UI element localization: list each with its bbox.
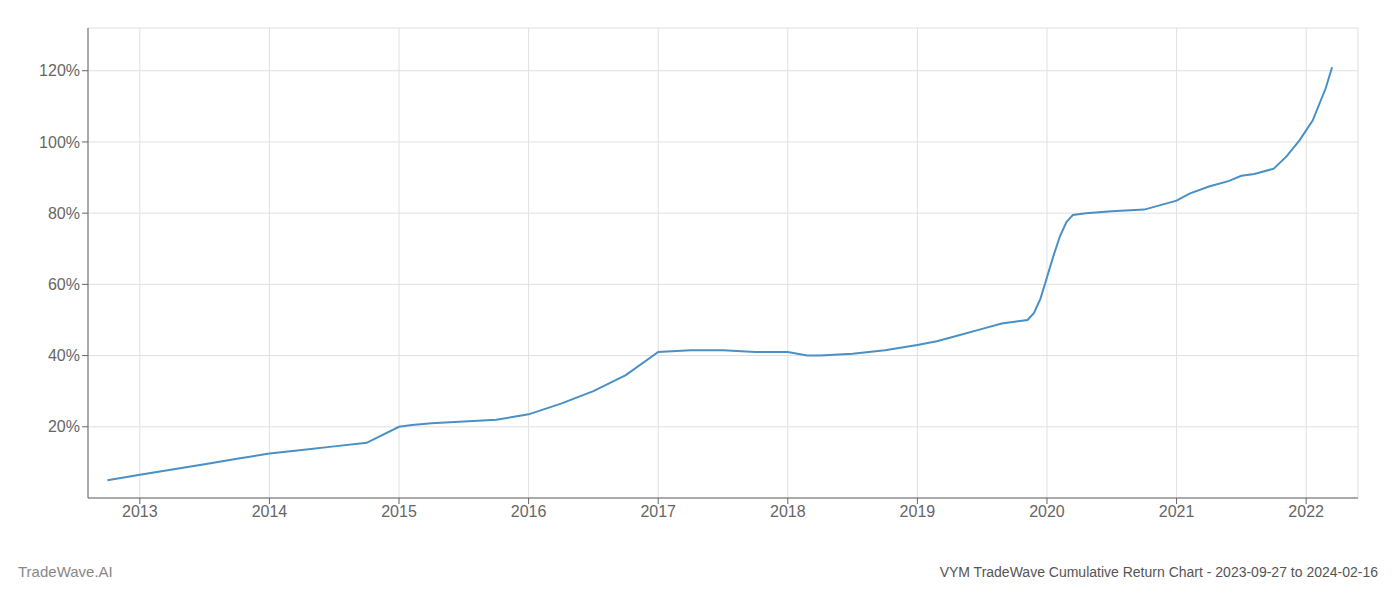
svg-text:40%: 40% [48, 347, 80, 364]
svg-text:2018: 2018 [770, 503, 806, 520]
svg-text:2017: 2017 [640, 503, 676, 520]
svg-text:120%: 120% [39, 62, 80, 79]
html-text:TradeWave.AI: TradeWave.AI [18, 563, 113, 580]
svg-text:100%: 100% [39, 134, 80, 151]
svg-text:60%: 60% [48, 276, 80, 293]
svg-text:2016: 2016 [511, 503, 547, 520]
svg-text:2013: 2013 [122, 503, 158, 520]
svg-text:2019: 2019 [900, 503, 936, 520]
svg-text:2022: 2022 [1288, 503, 1324, 520]
svg-text:2020: 2020 [1029, 503, 1065, 520]
svg-text:2014: 2014 [252, 503, 288, 520]
svg-text:80%: 80% [48, 205, 80, 222]
svg-text:2015: 2015 [381, 503, 417, 520]
svg-text:20%: 20% [48, 418, 80, 435]
html-text:VYM TradeWave Cumulative Retur: VYM TradeWave Cumulative Return Chart - … [939, 564, 1378, 580]
svg-text:2021: 2021 [1159, 503, 1195, 520]
